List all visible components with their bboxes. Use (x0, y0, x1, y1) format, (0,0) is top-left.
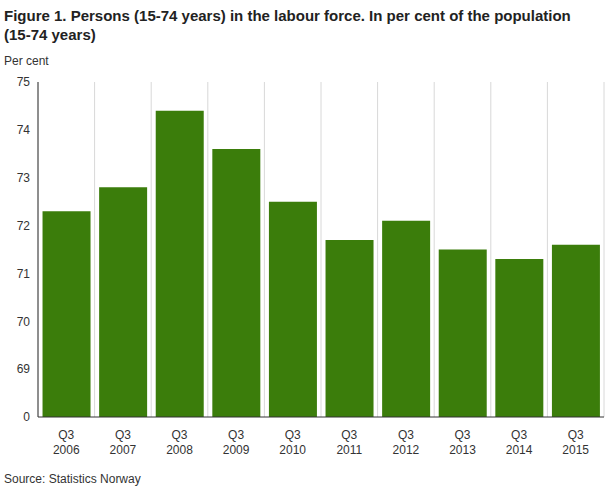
html-text:Source: Statistics Norway: Source: Statistics Norway (4, 472, 141, 486)
svg-text:Q32006: Q32006 (53, 428, 80, 457)
html-text:Per cent: Per cent (4, 54, 49, 68)
svg-text:Q32014: Q32014 (506, 428, 533, 457)
svg-text:75: 75 (17, 75, 31, 89)
svg-text:Q32013: Q32013 (449, 428, 476, 457)
svg-text:Q32008: Q32008 (166, 428, 193, 457)
svg-text:Q32012: Q32012 (393, 428, 420, 457)
svg-text:Q32010: Q32010 (279, 428, 306, 457)
svg-text:72: 72 (17, 219, 31, 233)
svg-text:69: 69 (17, 362, 31, 376)
svg-text:0: 0 (23, 410, 30, 424)
svg-text:Q32011: Q32011 (336, 428, 362, 457)
svg-text:Q32007: Q32007 (110, 428, 137, 457)
svg-text:73: 73 (17, 171, 31, 185)
svg-text:Q32009: Q32009 (223, 428, 250, 457)
svg-text:Q32015: Q32015 (562, 428, 589, 457)
svg-text:70: 70 (17, 315, 31, 329)
html-text:Figure 1. Persons (15-74 years: Figure 1. Persons (15-74 years) in the l… (4, 7, 571, 43)
svg-text:71: 71 (17, 267, 31, 281)
svg-text:74: 74 (17, 123, 31, 137)
